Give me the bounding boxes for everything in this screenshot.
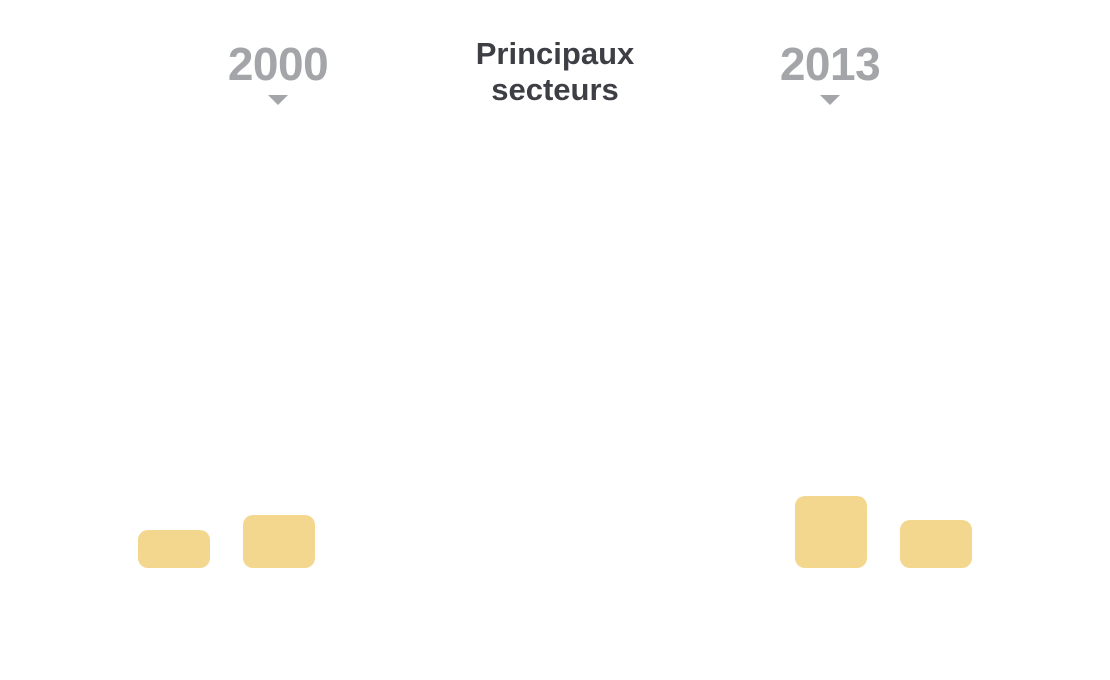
- bar-2000-1: [138, 530, 210, 568]
- bar-2000-2: [243, 515, 315, 568]
- chart-title: Principaux secteurs: [475, 36, 635, 107]
- bar-2013-1: [795, 496, 867, 568]
- year-label-2013: 2013: [779, 38, 881, 90]
- caret-down-icon: [268, 95, 288, 105]
- caret-down-icon: [820, 95, 840, 105]
- year-label-2000: 2000: [227, 38, 329, 90]
- bar-2013-2: [900, 520, 972, 568]
